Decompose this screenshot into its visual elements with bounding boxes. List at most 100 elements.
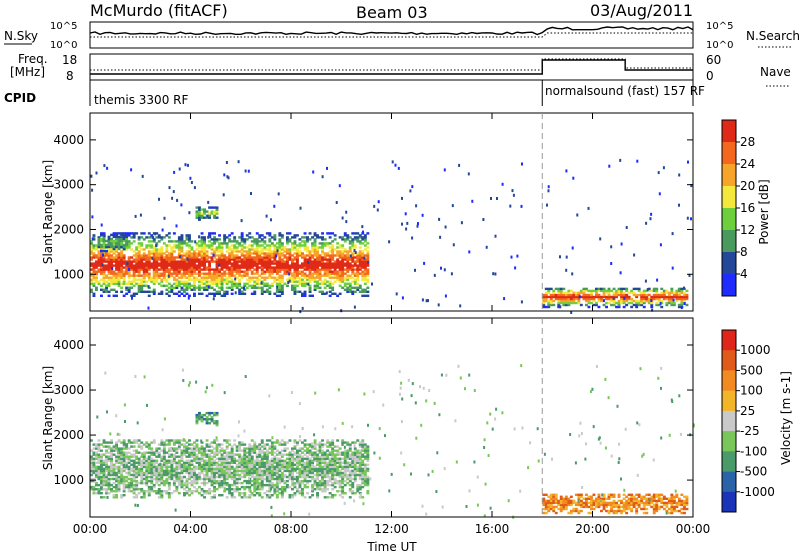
data-cell [346,258,350,261]
data-cell [213,212,216,215]
data-cell [296,274,299,277]
data-cell [323,262,327,265]
data-cell [328,262,332,265]
data-cell [443,268,446,272]
data-cell [660,293,664,297]
data-cell [172,250,176,253]
data-cell [351,258,355,261]
data-cell [107,471,111,475]
noise-sky-line [89,26,694,36]
data-cell [348,248,352,251]
data-cell [331,455,335,458]
data-cell [190,258,194,261]
data-cell [323,483,327,487]
data-cell [245,252,249,255]
data-cell [195,278,199,281]
data-cell [238,477,242,481]
data-cell [132,276,136,279]
data-cell [208,232,211,235]
data-cell [142,274,146,277]
data-cell [321,250,324,253]
data-cell [363,278,367,281]
data-cell [632,287,636,291]
data-cell [238,236,242,239]
data-cell [175,268,179,271]
data-cell [280,443,284,446]
data-cell [318,457,322,460]
data-cell [240,455,244,458]
data-cell [363,256,366,260]
data-cell [245,459,249,462]
data-cell [228,483,232,487]
data-cell [280,280,284,283]
data-cell [331,453,335,456]
data-cell [260,488,264,491]
data-cell [125,239,129,243]
data-cell [107,282,111,285]
data-cell [97,260,101,263]
data-cell [328,475,332,479]
data-cell [248,455,252,458]
data-cell [301,270,304,273]
data-cell [200,286,204,289]
data-cell [117,282,121,285]
data-cell [170,475,174,479]
data-cell [253,443,257,446]
data-cell [348,490,352,493]
data-cell [203,264,206,267]
data-cell [92,282,96,285]
data-cell [291,494,294,497]
data-cell [630,297,634,301]
data-cell [203,258,206,261]
data-cell [301,284,304,287]
data-cell [265,490,269,493]
data-cell [275,481,279,485]
data-cell [275,439,279,442]
data-cell [341,264,345,267]
data-cell [260,477,264,481]
data-cell [233,467,237,471]
data-cell [280,292,284,295]
data-cell [200,212,204,215]
data-cell [577,293,581,297]
data-cell [183,294,186,297]
data-cell [203,447,206,450]
data-cell [180,465,184,469]
data-cell [296,455,299,458]
data-cell [160,274,164,277]
data-cell [200,282,204,285]
data-cell [185,238,189,241]
data-cell [253,286,257,289]
data-cell [160,455,164,458]
data-cell [313,258,317,261]
data-cell [358,234,362,237]
data-cell [348,264,352,267]
data-cell [150,490,154,493]
data-cell [193,288,196,291]
data-cell [165,471,169,475]
data-cell [126,262,129,266]
data-cell [185,260,189,263]
data-cell [567,303,571,307]
data-cell [102,241,106,245]
data-cell [552,295,556,299]
data-cell [240,467,244,471]
data-cell [366,286,370,289]
data-cell [351,238,355,241]
data-cell [650,289,654,293]
data-cell [155,254,159,257]
data-cell [117,262,121,265]
data-cell [90,461,93,464]
data-cell [275,453,279,456]
data-cell [585,299,588,303]
data-cell [316,266,319,269]
data-cell [313,445,317,448]
data-cell [115,264,118,267]
data-cell [157,475,161,479]
data-cell [280,262,284,265]
data-cell [270,449,274,452]
data-cell [215,280,219,283]
data-cell [268,459,272,462]
data-cell [348,284,352,287]
data-cell [177,284,181,287]
